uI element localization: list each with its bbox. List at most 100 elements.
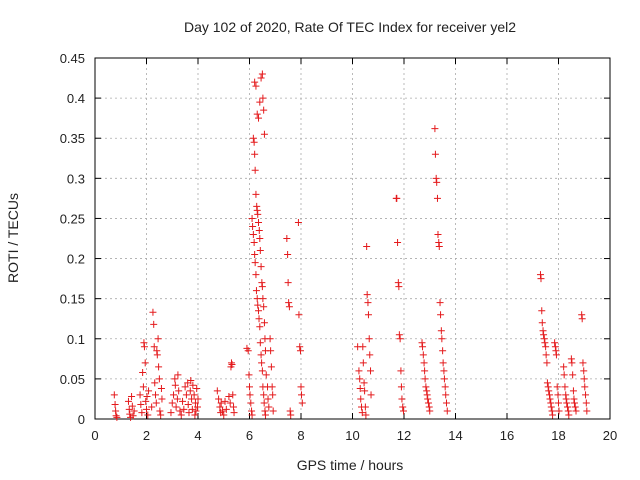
data-point bbox=[565, 411, 573, 419]
data-point bbox=[562, 395, 570, 403]
data-point bbox=[255, 218, 263, 226]
data-point bbox=[543, 359, 551, 367]
data-point bbox=[426, 407, 434, 415]
data-point bbox=[216, 403, 224, 411]
data-point bbox=[137, 401, 145, 409]
data-point bbox=[551, 343, 559, 351]
data-point bbox=[548, 407, 556, 415]
data-point bbox=[256, 339, 264, 347]
data-point bbox=[544, 383, 552, 391]
x-tick-label: 4 bbox=[194, 428, 201, 443]
data-point bbox=[267, 347, 275, 355]
data-point bbox=[420, 359, 428, 367]
data-point bbox=[260, 130, 268, 138]
data-point bbox=[580, 375, 588, 383]
data-point bbox=[186, 387, 194, 395]
y-axis: 0 0.05 0.1 0.15 0.2 0.25 0.3 0.35 0.4 0.45 bbox=[60, 51, 610, 427]
data-point bbox=[251, 259, 259, 267]
gridlines bbox=[95, 58, 610, 419]
y-tick-label: 0.15 bbox=[60, 292, 85, 307]
data-point bbox=[174, 371, 182, 379]
data-point bbox=[421, 375, 429, 383]
data-point bbox=[365, 335, 373, 343]
data-point bbox=[153, 351, 161, 359]
data-point bbox=[152, 399, 160, 407]
data-point bbox=[251, 150, 259, 158]
y-tick-label: 0.45 bbox=[60, 51, 85, 66]
data-point bbox=[439, 347, 447, 355]
data-point bbox=[551, 339, 559, 347]
data-point bbox=[256, 98, 264, 106]
data-point bbox=[555, 399, 562, 407]
data-point bbox=[393, 194, 401, 202]
data-point bbox=[561, 383, 569, 391]
data-point bbox=[260, 106, 268, 114]
data-point bbox=[431, 125, 439, 133]
data-point bbox=[296, 347, 304, 355]
data-point bbox=[220, 411, 228, 419]
data-point bbox=[361, 403, 369, 411]
data-point bbox=[440, 367, 448, 375]
data-point bbox=[367, 391, 375, 399]
data-point bbox=[258, 283, 266, 291]
data-point bbox=[157, 385, 165, 393]
data-point bbox=[249, 134, 257, 142]
data-point bbox=[253, 206, 261, 214]
data-point bbox=[578, 315, 586, 323]
data-point bbox=[268, 383, 276, 391]
data-point bbox=[266, 335, 274, 343]
data-point bbox=[139, 368, 147, 376]
x-tick-label: 0 bbox=[91, 428, 98, 443]
data-point bbox=[434, 230, 442, 238]
data-point bbox=[284, 279, 292, 287]
data-point bbox=[364, 311, 372, 319]
data-point bbox=[296, 343, 304, 351]
data-point bbox=[255, 226, 263, 234]
data-point bbox=[221, 397, 229, 405]
data-point bbox=[257, 263, 265, 271]
data-point bbox=[562, 391, 570, 399]
data-point bbox=[168, 399, 176, 407]
data-point bbox=[255, 315, 263, 323]
data-point bbox=[252, 82, 260, 90]
x-tick-label: 2 bbox=[143, 428, 150, 443]
data-point bbox=[547, 403, 555, 411]
data-point bbox=[173, 395, 181, 403]
data-point bbox=[258, 359, 266, 367]
data-point bbox=[248, 407, 256, 415]
y-tick-label: 0 bbox=[78, 412, 85, 427]
data-point bbox=[269, 407, 277, 415]
data-point bbox=[138, 409, 146, 417]
data-point bbox=[398, 395, 406, 403]
data-point bbox=[432, 174, 440, 182]
data-point bbox=[260, 399, 268, 407]
x-axis: 0 2 4 6 8 10 12 14 16 18 20 bbox=[91, 58, 617, 443]
data-point bbox=[397, 383, 405, 391]
data-point bbox=[256, 323, 264, 331]
data-point bbox=[358, 409, 366, 417]
data-point bbox=[191, 411, 199, 419]
data-point bbox=[433, 178, 441, 186]
data-point bbox=[227, 359, 235, 367]
data-point bbox=[269, 391, 277, 399]
data-point bbox=[125, 405, 133, 413]
data-point bbox=[394, 279, 402, 287]
y-tick-label: 0.25 bbox=[60, 211, 85, 226]
data-point bbox=[171, 375, 179, 383]
data-point bbox=[258, 279, 266, 287]
data-point bbox=[222, 405, 230, 413]
data-point bbox=[255, 307, 263, 315]
data-point bbox=[143, 393, 151, 401]
data-point bbox=[259, 295, 267, 303]
data-point bbox=[194, 395, 202, 403]
data-point bbox=[251, 78, 259, 86]
data-point bbox=[285, 299, 293, 307]
data-point bbox=[442, 399, 450, 407]
data-point bbox=[182, 391, 190, 399]
data-point bbox=[175, 387, 183, 395]
data-point bbox=[361, 387, 369, 395]
data-point bbox=[569, 387, 577, 395]
x-tick-label: 8 bbox=[297, 428, 304, 443]
y-tick-label: 0.35 bbox=[60, 131, 85, 146]
